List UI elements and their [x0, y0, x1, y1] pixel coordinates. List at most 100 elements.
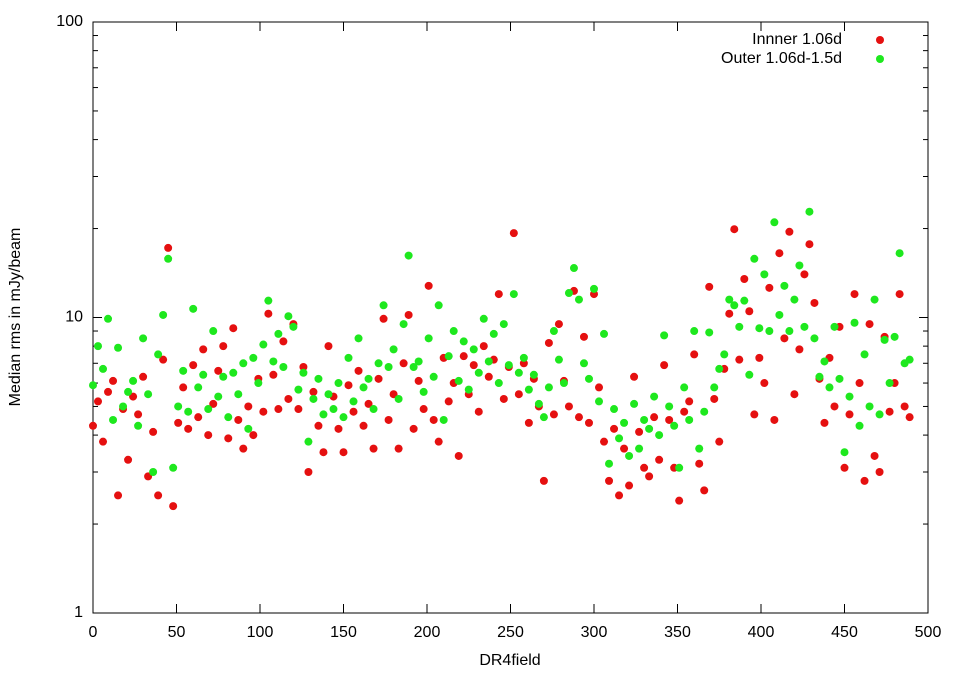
point: [494, 379, 503, 388]
point: [189, 304, 198, 313]
x-tick-label: 0: [89, 624, 98, 641]
point: [329, 405, 338, 414]
point: [514, 390, 523, 399]
point: [895, 249, 904, 258]
point: [810, 298, 819, 307]
point: [584, 374, 593, 383]
point: [199, 370, 208, 379]
point: [760, 379, 769, 388]
point: [655, 431, 664, 440]
point: [304, 437, 313, 446]
point: [790, 390, 799, 399]
point: [870, 451, 879, 460]
point: [554, 355, 563, 364]
point: [855, 421, 864, 430]
point: [274, 329, 283, 338]
point: [690, 327, 699, 336]
point: [685, 415, 694, 424]
point: [810, 334, 819, 343]
point: [720, 350, 729, 359]
point: [199, 345, 208, 354]
point: [685, 397, 694, 406]
point: [494, 290, 503, 299]
point: [780, 334, 789, 343]
point: [795, 345, 804, 354]
point: [630, 399, 639, 408]
point: [715, 437, 724, 446]
point: [124, 387, 133, 396]
point: [264, 296, 273, 305]
point: [845, 392, 854, 401]
point: [324, 342, 333, 351]
point: [625, 451, 634, 460]
point: [640, 463, 649, 472]
point: [424, 281, 433, 290]
x-tick-label: 150: [330, 624, 357, 641]
point: [534, 399, 543, 408]
point: [554, 320, 563, 329]
x-tick-label: 500: [915, 624, 942, 641]
point: [860, 350, 869, 359]
point: [715, 364, 724, 373]
legend-marker: [876, 55, 884, 63]
point: [645, 424, 654, 433]
point: [730, 301, 739, 310]
point: [279, 362, 288, 371]
point: [860, 476, 869, 485]
point: [625, 481, 634, 490]
point: [284, 394, 293, 403]
point: [389, 345, 398, 354]
point: [875, 410, 884, 419]
point: [179, 383, 188, 392]
point: [800, 270, 809, 279]
point: [695, 444, 704, 453]
point: [379, 314, 388, 323]
point: [319, 448, 328, 457]
x-tick-label: 200: [414, 624, 441, 641]
point: [605, 476, 614, 485]
point: [444, 397, 453, 406]
point: [830, 402, 839, 411]
point: [339, 413, 348, 422]
point: [735, 322, 744, 331]
point: [765, 327, 774, 336]
point: [339, 448, 348, 457]
point: [109, 376, 118, 385]
point: [254, 379, 263, 388]
point: [770, 415, 779, 424]
point: [139, 334, 148, 343]
point: [299, 368, 308, 377]
point: [129, 376, 138, 385]
point: [469, 345, 478, 354]
point: [184, 424, 193, 433]
point: [845, 410, 854, 419]
point: [234, 390, 243, 399]
point: [805, 207, 814, 216]
point: [429, 372, 438, 381]
point: [444, 352, 453, 361]
point: [790, 295, 799, 304]
point: [224, 413, 233, 422]
point: [464, 385, 473, 394]
point: [835, 374, 844, 383]
point: [399, 359, 408, 368]
point: [454, 451, 463, 460]
point: [509, 290, 518, 299]
point: [109, 415, 118, 424]
point: [409, 424, 418, 433]
point: [499, 320, 508, 329]
point: [149, 468, 158, 477]
point: [660, 361, 669, 370]
point: [590, 284, 598, 293]
point: [154, 491, 163, 500]
point: [680, 383, 689, 392]
point: [474, 407, 483, 416]
point: [134, 410, 143, 419]
point: [489, 329, 498, 338]
point: [745, 370, 754, 379]
y-tick-label: 1: [74, 604, 83, 621]
point: [344, 353, 353, 362]
point: [620, 444, 629, 453]
point: [449, 327, 458, 336]
point: [334, 424, 343, 433]
